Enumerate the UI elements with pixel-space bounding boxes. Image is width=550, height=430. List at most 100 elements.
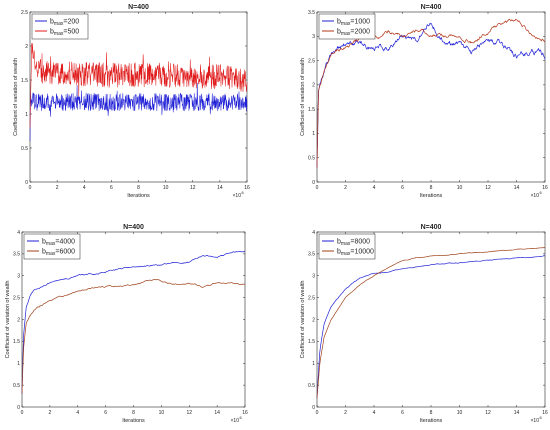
legend-name: b <box>42 248 46 255</box>
x-tick-label: 14 <box>214 410 220 416</box>
y-tick-label: 3.5 <box>13 252 20 258</box>
x-tick-label: 4 <box>83 185 86 191</box>
legend-entry: bmax=1000 <box>337 18 370 27</box>
x-tick-label: 16 <box>542 410 548 416</box>
x-axis-multiplier-exponent: 6 <box>540 190 543 195</box>
chart-title: N=400 <box>128 4 149 11</box>
chart-panel-4: 0 2 4 6 8 10 12 14 16 0 0.5 1 1.5 2 2.5 3 3.5 4 N=400 Itera… <box>300 224 548 424</box>
y-tick-label: 1 <box>312 361 315 367</box>
y-tick-label: 2.5 <box>21 10 28 16</box>
x-tick-label: 12 <box>485 185 491 191</box>
x-tick-label: 14 <box>514 410 520 416</box>
x-tick-label: 10 <box>163 185 169 191</box>
legend-entry: bmax=10000 <box>337 248 374 257</box>
y-tick-label: 3.5 <box>308 252 315 258</box>
series-line-1 <box>316 255 546 399</box>
legend-name-suffix: =8000 <box>350 238 370 245</box>
legend-name-suffix: =6000 <box>55 248 75 255</box>
series-line-1 <box>29 82 248 142</box>
y-tick-label: 4 <box>312 230 315 236</box>
x-tick-label: 4 <box>373 185 376 191</box>
y-tick-label: 1.5 <box>308 107 315 113</box>
legend-entry: bmax=200 <box>50 18 79 27</box>
x-tick-label: 8 <box>132 410 135 416</box>
legend-box <box>318 233 376 260</box>
x-axis-multiplier: ×10 <box>233 193 242 199</box>
x-tick-label: 8 <box>430 410 433 416</box>
legend-name-subscript: max <box>341 241 351 247</box>
y-tick-label: 0.5 <box>308 383 315 389</box>
legend-name: b <box>50 18 54 25</box>
x-tick-label: 14 <box>217 185 223 191</box>
chart-panel-1: 0 2 4 6 8 10 12 14 16 0 0.5 1 1.5 2 2.5 N=400 Iterations… <box>13 4 250 199</box>
series-line-2 <box>316 247 546 399</box>
legend-entry: bmax=6000 <box>42 248 75 257</box>
y-axis-label: Coefficient of variation of wealth <box>300 281 306 359</box>
legend-name-subscript: max <box>46 251 56 257</box>
x-tick-label: 0 <box>316 410 319 416</box>
x-tick-label: 12 <box>485 410 491 416</box>
x-axis-label: Iterations <box>420 418 443 424</box>
x-axis-multiplier: ×10 <box>531 418 540 424</box>
x-tick-label: 8 <box>430 185 433 191</box>
legend-box <box>318 13 376 40</box>
x-axis-multiplier: ×10 <box>531 193 540 199</box>
legend-entry: bmax=2000 <box>337 28 370 37</box>
legend-name-subscript: max <box>341 21 351 27</box>
y-tick-label: 0 <box>25 180 28 186</box>
x-tick-label: 2 <box>56 185 59 191</box>
chart-title: N=400 <box>123 224 144 231</box>
x-axis-multiplier-exponent: 6 <box>240 415 243 420</box>
y-axis-label: Coefficient of variation of wealth <box>13 58 19 136</box>
y-tick-label: 2 <box>312 83 315 89</box>
x-tick-label: 6 <box>401 185 404 191</box>
legend-box <box>23 233 81 260</box>
y-tick-label: 0 <box>312 405 315 411</box>
x-axis-label: Iterations <box>127 193 150 199</box>
x-tick-label: 2 <box>344 410 347 416</box>
x-tick-label: 10 <box>457 410 463 416</box>
x-tick-label: 2 <box>344 185 347 191</box>
x-tick-label: 16 <box>542 185 548 191</box>
chart-panel-2: 0 2 4 6 8 10 12 14 16 0 0.5 1 1.5 2 2.5 3 3.5 N=400 Iterat… <box>300 4 548 199</box>
x-axis-label: Iterations <box>420 193 443 199</box>
x-tick-label: 4 <box>76 410 79 416</box>
y-tick-label: 1.5 <box>21 78 28 84</box>
x-tick-label: 16 <box>244 185 250 191</box>
y-tick-label: 2 <box>17 317 20 323</box>
legend-name: b <box>337 248 341 255</box>
x-tick-label: 2 <box>48 410 51 416</box>
legend-name-suffix: =1000 <box>350 18 370 25</box>
y-tick-label: 1.5 <box>13 339 20 345</box>
x-tick-label: 6 <box>104 410 107 416</box>
x-tick-label: 0 <box>29 185 32 191</box>
y-tick-label: 0.5 <box>13 383 20 389</box>
y-tick-label: 2.5 <box>308 295 315 301</box>
legend-name-suffix: =10000 <box>350 248 374 255</box>
chart-title: N=400 <box>421 224 442 231</box>
y-tick-label: 2.5 <box>308 58 315 64</box>
legend-name-subscript: max <box>341 251 351 257</box>
y-tick-label: 1 <box>312 131 315 137</box>
legend-name-subscript: max <box>46 241 56 247</box>
x-tick-label: 0 <box>316 185 319 191</box>
y-axis-label: Coefficient of variation of wealth <box>5 281 11 359</box>
legend-name: b <box>337 18 341 25</box>
x-tick-label: 0 <box>21 410 24 416</box>
legend-entry: bmax=8000 <box>337 238 370 247</box>
x-tick-label: 4 <box>373 410 376 416</box>
series-line-1 <box>316 23 546 168</box>
y-tick-label: 1.5 <box>308 339 315 345</box>
legend-name-subscript: max <box>341 31 351 37</box>
y-tick-label: 0.5 <box>308 156 315 162</box>
x-tick-label: 6 <box>401 410 404 416</box>
legend-name: b <box>337 28 341 35</box>
legend-name: b <box>50 28 54 35</box>
legend-entry: bmax=4000 <box>42 238 75 247</box>
x-axis-multiplier-exponent: 6 <box>540 415 543 420</box>
legend-name: b <box>42 238 46 245</box>
y-tick-label: 3 <box>312 274 315 280</box>
